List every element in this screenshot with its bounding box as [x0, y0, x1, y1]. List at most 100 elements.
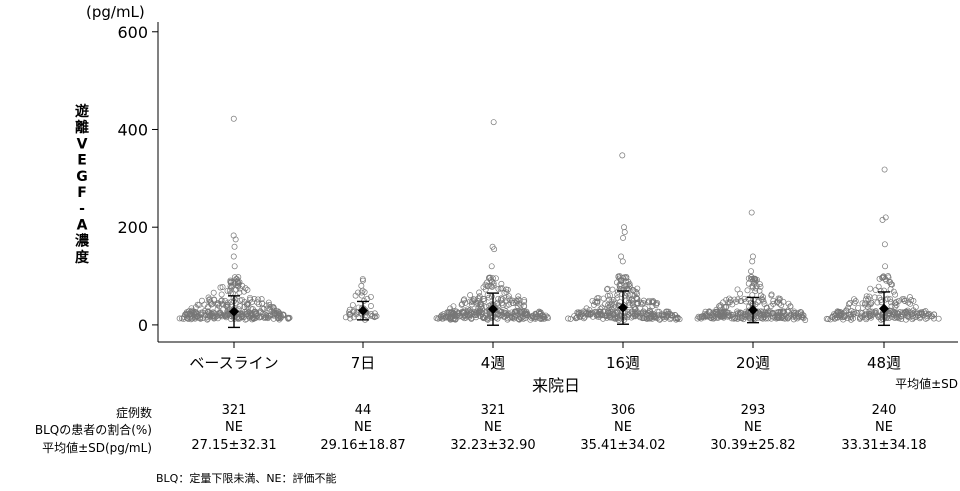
data-point — [466, 307, 473, 314]
data-point — [931, 311, 938, 318]
outlier-point — [230, 253, 237, 260]
data-point — [460, 310, 467, 317]
data-point — [648, 299, 655, 306]
data-point — [935, 315, 942, 322]
data-point — [583, 305, 590, 312]
data-point — [224, 299, 231, 306]
table-cell: 35.41±34.02 — [580, 438, 666, 453]
x-tick-label: 48週 — [867, 354, 901, 372]
table-cell: NE — [225, 420, 243, 435]
data-point — [184, 311, 191, 317]
data-point — [872, 310, 879, 317]
x-tick-label: 20週 — [736, 354, 770, 372]
data-point — [855, 304, 862, 311]
data-point — [661, 311, 668, 318]
table-cell: 321 — [480, 403, 506, 418]
data-point — [920, 312, 927, 319]
data-point — [924, 313, 931, 320]
y-axis-label-char: F — [77, 185, 87, 201]
data-point — [509, 314, 515, 321]
data-point — [214, 306, 221, 313]
data-point — [778, 302, 785, 309]
data-point — [763, 311, 770, 317]
data-point — [209, 310, 215, 317]
data-point — [224, 287, 231, 294]
data-point — [517, 302, 524, 309]
data-point — [176, 315, 183, 322]
data-point — [852, 298, 859, 305]
data-point — [537, 310, 544, 316]
data-point — [880, 273, 887, 280]
data-point — [458, 301, 465, 308]
data-point — [598, 312, 605, 319]
data-point — [652, 313, 659, 320]
data-point — [210, 289, 217, 296]
data-point — [760, 311, 767, 318]
data-point — [576, 310, 583, 317]
data-point — [592, 299, 599, 305]
data-point — [507, 312, 514, 319]
data-point — [909, 313, 916, 319]
data-point — [482, 281, 489, 288]
x-tick-label: 4週 — [481, 354, 506, 372]
data-point — [609, 286, 616, 293]
data-point — [865, 296, 872, 303]
data-point — [626, 281, 633, 287]
data-point — [823, 315, 830, 322]
data-point — [640, 300, 647, 307]
data-point — [346, 310, 353, 317]
data-point — [239, 311, 246, 317]
data-point — [235, 280, 242, 287]
table-cell: 27.15±32.31 — [191, 438, 277, 453]
data-point — [734, 308, 741, 315]
data-point — [218, 291, 225, 298]
data-point — [879, 274, 886, 281]
data-point — [581, 314, 588, 321]
data-point — [500, 302, 506, 309]
data-point — [469, 297, 476, 304]
y-axis-label-char: E — [77, 153, 87, 169]
data-point — [646, 299, 652, 306]
data-point — [236, 279, 243, 286]
data-point — [610, 297, 617, 303]
data-point — [217, 284, 224, 291]
data-point — [565, 315, 572, 322]
data-point — [642, 305, 649, 312]
data-point — [604, 293, 611, 299]
data-point — [780, 308, 786, 315]
table-cell: 32.23±32.90 — [450, 438, 536, 453]
mean-marker — [618, 302, 628, 313]
data-point — [267, 304, 274, 310]
axes — [157, 22, 958, 343]
data-point — [871, 294, 878, 301]
data-point — [754, 299, 761, 306]
y-tick-label: 0 — [138, 316, 148, 335]
data-point — [728, 315, 735, 322]
data-point — [353, 309, 360, 316]
data-point — [521, 297, 528, 304]
table-row-label: 平均値±SD(pg/mL) — [42, 441, 152, 455]
legend-note: 平均値±SD — [895, 377, 958, 391]
data-point — [467, 292, 474, 299]
data-point — [523, 311, 530, 318]
data-point — [656, 316, 663, 323]
data-point — [371, 310, 378, 317]
mean-marker — [488, 304, 498, 315]
data-point — [725, 311, 732, 318]
data-point — [461, 313, 468, 320]
data-point — [515, 300, 522, 307]
data-point — [864, 304, 871, 311]
data-point — [868, 299, 875, 306]
data-point — [775, 295, 782, 302]
outlier-point — [619, 152, 626, 159]
data-point — [197, 315, 204, 322]
outlier-point — [231, 243, 238, 250]
data-point — [247, 294, 253, 301]
data-point — [600, 295, 607, 302]
data-point — [601, 301, 608, 308]
data-point — [447, 314, 454, 320]
data-point — [488, 314, 495, 321]
data-point — [621, 316, 628, 323]
data-point — [512, 309, 519, 316]
data-point — [763, 304, 770, 311]
